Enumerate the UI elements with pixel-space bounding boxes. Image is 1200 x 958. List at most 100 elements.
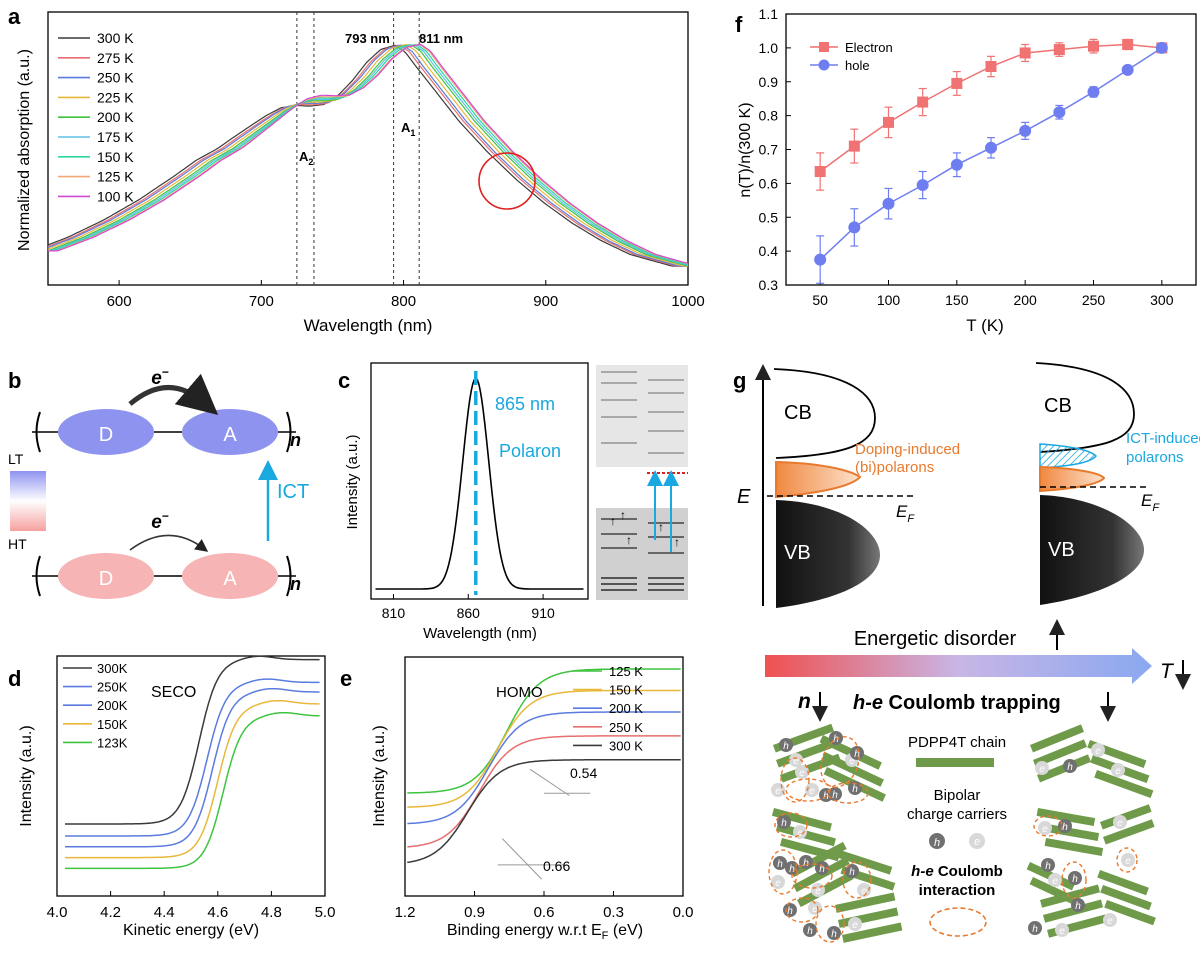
hole-carrier [845, 864, 859, 878]
x-tick-label: 910 [531, 605, 555, 621]
coulomb-interaction-ellipse [815, 905, 845, 943]
hole-carrier [1068, 871, 1082, 885]
dashed-reference-lines [296, 12, 420, 285]
polymer-chain [1043, 899, 1104, 923]
electron-carrier [1111, 763, 1125, 777]
coulomb-trapping-label: h-e Coulomb trapping [853, 692, 1061, 714]
hole-carrier [779, 738, 793, 752]
polymer-chain [771, 808, 832, 832]
data-point [1155, 41, 1168, 54]
carrier-letter: h [832, 790, 838, 801]
carrier-letter: e [799, 768, 805, 779]
polymer-chain [837, 849, 893, 875]
data-point [916, 179, 929, 192]
panel-f: f 50 100 150 200 250 300 0.3 0.4 0.5 0.6 0.7 0.8 0.9… [735, 6, 1197, 335]
carrier-letter: h [833, 734, 839, 745]
onset-tangent [529, 768, 570, 797]
carrier-letter: h [803, 858, 809, 869]
data-point [1087, 85, 1100, 98]
polymer-chain [1103, 819, 1155, 845]
data-point [1122, 38, 1134, 50]
highlight-circle [478, 152, 536, 210]
acceptor-label-top: A [223, 424, 237, 446]
panel-letter-d: d [8, 666, 21, 691]
x-tick-label: 0.3 [603, 904, 624, 921]
electron-carrier [795, 765, 809, 779]
carrier-letter: h [849, 867, 855, 878]
donor-unit-top [58, 409, 154, 455]
peak-label-793: 793 nm [345, 31, 390, 46]
hole-carrier [848, 781, 862, 795]
ht-label: HT [8, 536, 27, 552]
x-axis-label-c: Wavelength (nm) [423, 625, 537, 642]
absorption-curve [48, 43, 689, 266]
absorption-curve [48, 43, 689, 264]
onset-label-054: 0.54 [570, 765, 597, 781]
polymer-chain [1044, 838, 1104, 856]
legend-f: Electron hole [810, 40, 893, 73]
coulomb-interaction-ellipse [842, 861, 872, 899]
legend-interaction-label-1: h-e Coulomb [911, 863, 1003, 880]
y-axis-label-f: n(T)/n(300 K) [737, 102, 754, 197]
polymer-chain [1097, 870, 1149, 896]
legend-label: 250 K [97, 70, 134, 86]
donor-label-top: D [99, 424, 113, 446]
spin-arrow: ↑ [610, 514, 616, 528]
bracket-right-bottom [286, 555, 292, 597]
x-tick-label: 4.4 [154, 904, 175, 921]
polymer-chain [842, 922, 903, 943]
doping-label-2: (bi)polarons [855, 459, 934, 476]
hole-carrier [773, 856, 787, 870]
vb-dos-right [1040, 495, 1144, 605]
plot-frame-c [370, 362, 589, 600]
cb-label-left: CB [784, 402, 812, 424]
x-tick-label: 150 [945, 292, 969, 308]
carrier-letter: e [797, 828, 803, 839]
a2-label: A2 [299, 149, 313, 167]
legend-electron-marker [819, 42, 829, 52]
legend-label: 200K [97, 698, 128, 713]
data-point [814, 166, 826, 178]
legend-label: 150K [97, 717, 128, 732]
y-tick-label: 0.7 [759, 142, 779, 158]
polymer-chain [1040, 884, 1101, 908]
homo-curve [407, 711, 681, 825]
legend-label: 125 K [97, 169, 134, 185]
cb-dos-right [1035, 362, 1135, 453]
coulomb-interaction-ellipse [827, 782, 869, 804]
legend-label: 200 K [609, 701, 643, 716]
polymer-chain [1030, 724, 1084, 753]
electron-carrier [1103, 913, 1117, 927]
temperature-label: T [1160, 660, 1175, 683]
legend-label: 300K [97, 661, 128, 676]
carrier-letter: h [1062, 822, 1068, 833]
absorption-curve [47, 44, 688, 267]
coulomb-interaction-ellipse [1116, 847, 1138, 873]
electron-carrier [1121, 853, 1135, 867]
panel-letter-f: f [735, 12, 743, 37]
legend-label: 250 K [609, 720, 643, 735]
x-tick-label: 600 [107, 293, 132, 310]
carrier-letter: e [815, 886, 821, 897]
legend-hole-marker [818, 59, 830, 71]
seco-curve [65, 678, 320, 837]
coulomb-interaction-ellipse [820, 736, 860, 788]
legend-hole-letter: h [934, 837, 940, 849]
polaron-peak-curve [375, 377, 584, 590]
fermi-label-right: EF [1141, 491, 1160, 514]
x-axis-label-a: Wavelength (nm) [304, 316, 433, 335]
legend-hole-label: hole [845, 58, 870, 73]
carrier-letter: e [1039, 764, 1045, 775]
lt-label: LT [8, 451, 24, 467]
a1-label: A1 [401, 120, 415, 138]
legend-hole-symbol [929, 833, 945, 849]
polymer-chain [821, 752, 884, 787]
hole-carrier [828, 787, 842, 801]
lt-ht-gradient-bar [10, 471, 46, 531]
donor-unit-bottom [58, 553, 154, 599]
carrier-letter: e [809, 786, 815, 797]
legend-label: 225 K [97, 89, 134, 105]
doping-polaron-band [775, 460, 862, 499]
carrier-letter: e [861, 886, 867, 897]
homo-title: HOMO [496, 684, 543, 701]
